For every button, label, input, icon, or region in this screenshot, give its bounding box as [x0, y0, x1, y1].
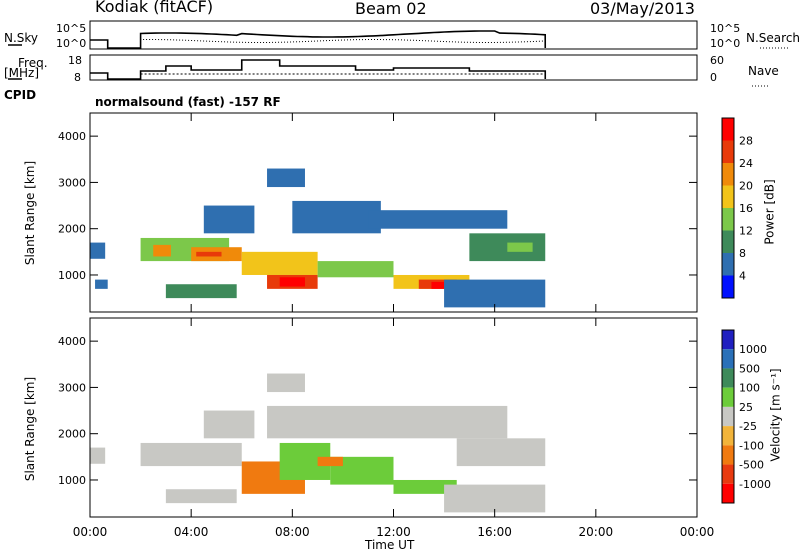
cpid-label: CPID: [4, 88, 37, 102]
x-tick-label: 16:00: [477, 525, 512, 539]
power-colorbar-swatch: [722, 275, 734, 298]
nsearch-label: N.Search: [746, 31, 800, 45]
power-region: [317, 261, 394, 278]
velocity-colorbar-swatch: [722, 387, 734, 407]
power-ytick-label: 3000: [58, 176, 86, 189]
beam-title: Beam 02: [355, 0, 427, 18]
date-title: 03/May/2013: [590, 0, 695, 18]
velocity-ytick-label: 4000: [58, 335, 86, 348]
velocity-region: [267, 373, 305, 393]
power-region: [153, 244, 171, 257]
power-colorbar-tick: 28: [739, 135, 753, 148]
x-tick-label: 04:00: [174, 525, 209, 539]
velocity-colorbar-swatch: [722, 406, 734, 427]
power-region: [90, 242, 106, 259]
nsky-frame: [89, 20, 698, 50]
power-colorbar-tick: 8: [739, 247, 746, 260]
freq-line: [90, 59, 547, 80]
velocity-region: [267, 405, 508, 439]
freq-tick-top: 18: [68, 54, 82, 67]
velocity-colorbar-swatch: [722, 426, 734, 446]
nsearch-tick-bottom: 10^0: [710, 37, 741, 50]
velocity-region: [203, 410, 255, 439]
velocity-colorbar-swatch: [722, 349, 734, 369]
velocity-colorbar-tick: -500: [739, 459, 764, 472]
velocity-ytick-label: 2000: [58, 428, 86, 441]
x-tick-label: 12:00: [376, 525, 411, 539]
power-region: [267, 168, 305, 188]
power-region: [95, 279, 108, 289]
power-colorbar-tick: 4: [739, 270, 746, 283]
freq-label-2: [MHz]: [4, 66, 40, 80]
nsky-line: [90, 30, 547, 49]
power-colorbar-swatch: [722, 118, 734, 141]
velocity-colorbar-swatch: [722, 464, 734, 484]
power-colorbar-swatch: [722, 163, 734, 186]
x-tick-label: 08:00: [275, 525, 310, 539]
velocity-colorbar-swatch: [722, 483, 734, 503]
power-colorbar-swatch: [722, 253, 734, 276]
power-region: [241, 251, 318, 275]
freq-frame: [89, 54, 698, 81]
cpid-text: normalsound (fast) -157 RF: [95, 95, 281, 109]
velocity-colorbar-tick: 1000: [739, 343, 767, 356]
velocity-colorbar-tick: -25: [739, 420, 757, 433]
nsearch-tick-top: 10^5: [710, 22, 741, 35]
power-region: [444, 279, 546, 308]
power-region: [279, 277, 305, 287]
velocity-colorbar-swatch: [722, 368, 734, 388]
power-ytick-label: 1000: [58, 269, 86, 282]
power-colorbar-tick: 20: [739, 180, 753, 193]
nsearch-line: [140, 39, 546, 43]
velocity-colorbar-frame: [721, 329, 735, 504]
power-colorbar-tick: 24: [739, 157, 753, 170]
x-tick-label: 20:00: [579, 525, 614, 539]
velocity-colorbar-tick: -1000: [739, 478, 771, 491]
power-colorbar-swatch: [722, 140, 734, 163]
nsky-label: N.Sky: [4, 31, 39, 45]
freq-tick-bottom: 8: [74, 71, 81, 84]
nsky-tick-bottom: 10^0: [56, 37, 87, 50]
power-colorbar-tick: 16: [739, 202, 753, 215]
power-region: [165, 284, 237, 299]
x-tick-label: 00:00: [73, 525, 108, 539]
velocity-region: [317, 456, 343, 467]
velocity-colorbar-tick: 100: [739, 382, 760, 395]
freq-label-1: Freq.: [18, 56, 48, 70]
x-axis-label: Time UT: [365, 538, 415, 552]
velocity-region: [90, 447, 106, 464]
velocity-region: [165, 489, 237, 504]
power-region: [368, 210, 508, 229]
velocity-colorbar-swatch: [722, 330, 734, 350]
x-tick-label: 00:00: [680, 525, 715, 539]
nave-tick-top: 60: [710, 54, 724, 67]
power-colorbar-swatch: [722, 185, 734, 208]
power-colorbar-tick: 12: [739, 225, 753, 238]
power-ytick-label: 2000: [58, 223, 86, 236]
power-region: [196, 251, 222, 257]
velocity-region: [393, 479, 457, 494]
power-region: [203, 205, 255, 234]
velocity-ytick-label: 1000: [58, 474, 86, 487]
velocity-colorbar-swatch: [722, 445, 734, 465]
nave-tick-bottom: 0: [710, 71, 717, 84]
velocity-colorbar-tick: -100: [739, 439, 764, 452]
velocity-colorbar-tick: 500: [739, 362, 760, 375]
power-colorbar-swatch: [722, 230, 734, 253]
power-region: [292, 200, 381, 234]
nave-label: Nave: [748, 64, 779, 78]
power-region: [507, 242, 533, 252]
velocity-region: [456, 438, 546, 467]
velocity-ytick-label: 3000: [58, 381, 86, 394]
station-title: Kodiak (fitACF): [95, 0, 214, 16]
power-region: [431, 281, 445, 289]
nsky-tick-top: 10^5: [56, 22, 87, 35]
velocity-region: [140, 442, 242, 467]
velocity-colorbar-tick: 25: [739, 401, 753, 414]
power-colorbar-swatch: [722, 208, 734, 231]
velocity-region: [444, 484, 546, 513]
power-ytick-label: 4000: [58, 130, 86, 143]
power-colorbar-frame: [721, 117, 735, 299]
